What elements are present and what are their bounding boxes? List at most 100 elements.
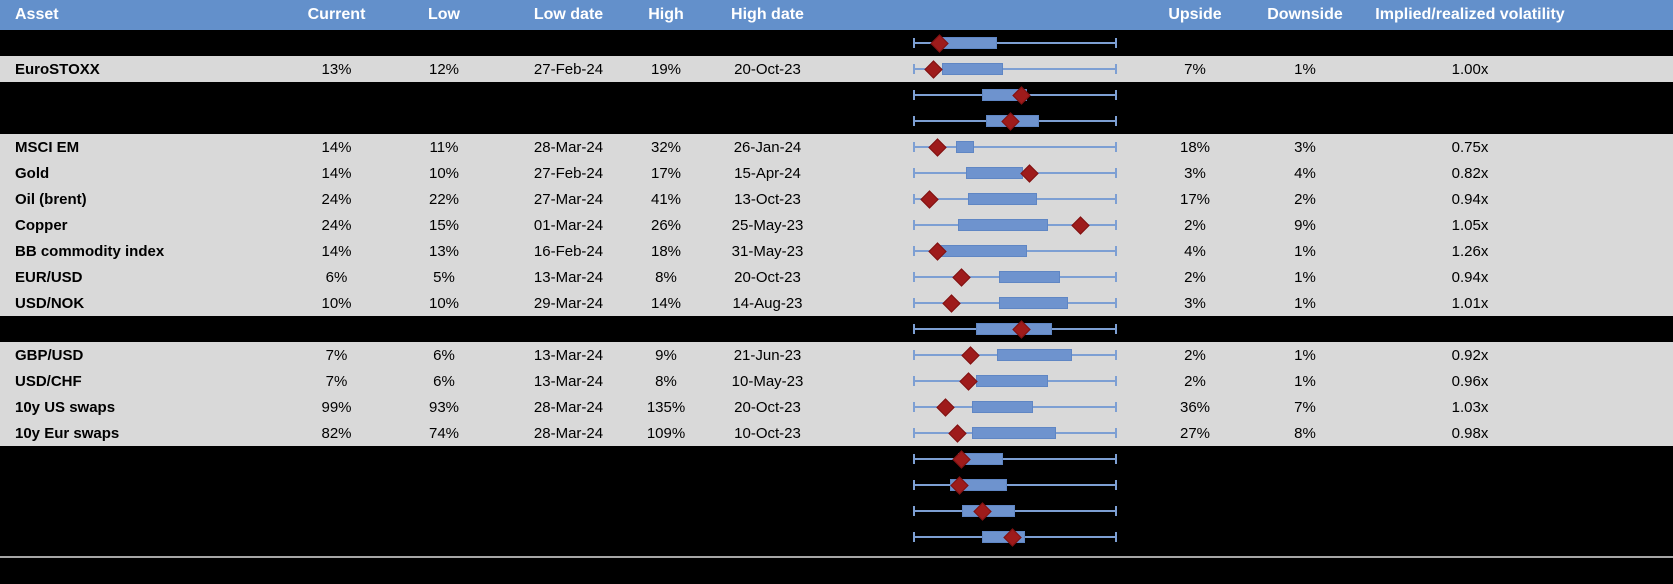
boxplot-left-cap bbox=[913, 246, 915, 256]
boxplot-diamond-marker bbox=[948, 423, 968, 443]
boxplot-left-cap bbox=[913, 90, 915, 100]
asset-name: 10y US swaps bbox=[15, 398, 116, 416]
asset-name: EUR/USD bbox=[15, 268, 83, 286]
asset-name: BB commodity index bbox=[15, 242, 165, 260]
boxplot-left-cap bbox=[913, 532, 915, 542]
range-boxplot bbox=[835, 394, 1135, 420]
high-date-value: 26-Jan-24 bbox=[733, 138, 802, 156]
high-value: 17% bbox=[650, 164, 682, 182]
upside-value: 2% bbox=[1184, 372, 1206, 390]
implied-realized-vol-value: 1.01x bbox=[1451, 294, 1489, 312]
boxplot-diamond-marker bbox=[1071, 215, 1090, 235]
low-value: 13% bbox=[428, 242, 460, 260]
boxplot-left-cap bbox=[913, 298, 915, 308]
boxplot-right-cap bbox=[1115, 194, 1117, 204]
range-boxplot bbox=[835, 290, 1135, 316]
low-value: 6% bbox=[433, 346, 455, 364]
current-value: 14% bbox=[321, 242, 352, 260]
upside-value: 3% bbox=[1184, 294, 1206, 312]
high-date-value: 31-May-23 bbox=[731, 242, 804, 260]
table-body: EuroSTOXX 13% 12% 27-Feb-24 19% 20-Oct-2… bbox=[0, 30, 1673, 550]
table-row bbox=[0, 524, 1673, 550]
upside-value: 18% bbox=[1179, 138, 1211, 156]
boxplot-diamond-marker bbox=[920, 189, 939, 209]
boxplot-box bbox=[941, 63, 1003, 75]
high-value: 8% bbox=[655, 372, 677, 390]
boxplot-right-cap bbox=[1115, 298, 1117, 308]
boxplot-diamond-marker bbox=[936, 397, 955, 417]
downside-value: 4% bbox=[1294, 164, 1316, 182]
range-boxplot bbox=[835, 30, 1135, 56]
implied-realized-vol-value: 1.03x bbox=[1451, 398, 1489, 416]
implied-realized-vol-value: 0.94x bbox=[1451, 268, 1489, 286]
table-row: Gold 14% 10% 27-Feb-24 17% 15-Apr-24 3% … bbox=[0, 160, 1673, 186]
current-value: 10% bbox=[321, 294, 352, 312]
implied-realized-vol-value: 0.96x bbox=[1451, 372, 1489, 390]
boxplot-left-cap bbox=[913, 454, 915, 464]
range-boxplot bbox=[835, 420, 1135, 446]
downside-value: 9% bbox=[1294, 216, 1316, 234]
low-value: 10% bbox=[428, 294, 460, 312]
boxplot-whisker-line bbox=[913, 458, 1117, 460]
range-boxplot bbox=[835, 368, 1135, 394]
downside-value: 7% bbox=[1294, 398, 1316, 416]
asset-name: MSCI EM bbox=[15, 138, 80, 156]
low-date-value: 27-Mar-24 bbox=[533, 190, 604, 208]
upside-value: 36% bbox=[1179, 398, 1211, 416]
boxplot-right-cap bbox=[1115, 220, 1117, 230]
implied-realized-vol-value: 1.26x bbox=[1451, 242, 1489, 260]
boxplot-left-cap bbox=[913, 64, 915, 74]
low-date-value: 01-Mar-24 bbox=[533, 216, 604, 234]
table-row: USD/NOK 10% 10% 29-Mar-24 14% 14-Aug-23 … bbox=[0, 290, 1673, 316]
range-boxplot bbox=[835, 212, 1135, 238]
boxplot-left-cap bbox=[913, 324, 915, 334]
header-current: Current bbox=[307, 6, 366, 23]
boxplot-left-cap bbox=[913, 376, 915, 386]
low-value: 22% bbox=[428, 190, 460, 208]
current-value: 7% bbox=[325, 346, 348, 364]
asset-name: GBP/USD bbox=[15, 346, 84, 364]
upside-value: 27% bbox=[1179, 424, 1211, 442]
current-value: 24% bbox=[321, 190, 352, 208]
boxplot-left-cap bbox=[913, 272, 915, 282]
boxplot-right-cap bbox=[1115, 428, 1117, 438]
high-value: 19% bbox=[650, 60, 682, 78]
downside-value: 1% bbox=[1294, 268, 1316, 286]
range-boxplot bbox=[835, 498, 1135, 524]
boxplot-left-cap bbox=[913, 480, 915, 490]
asset-name: USD/NOK bbox=[15, 294, 85, 312]
table-row: GBP/USD 7% 6% 13-Mar-24 9% 21-Jun-23 2% … bbox=[0, 342, 1673, 368]
boxplot-left-cap bbox=[913, 142, 915, 152]
boxplot-right-cap bbox=[1115, 246, 1117, 256]
boxplot-diamond-marker bbox=[958, 371, 978, 391]
boxplot-whisker-line bbox=[913, 68, 1117, 70]
low-date-value: 28-Mar-24 bbox=[533, 398, 604, 416]
high-date-value: 15-Apr-24 bbox=[734, 164, 801, 182]
boxplot-box bbox=[976, 375, 1048, 387]
table-header: Asset Current Low Low date High High dat… bbox=[0, 0, 1673, 30]
table-row: Oil (brent) 24% 22% 27-Mar-24 41% 13-Oct… bbox=[0, 186, 1673, 212]
table-row bbox=[0, 472, 1673, 498]
boxplot-right-cap bbox=[1115, 272, 1117, 282]
low-value: 93% bbox=[428, 398, 460, 416]
high-value: 18% bbox=[650, 242, 682, 260]
downside-value: 2% bbox=[1294, 190, 1316, 208]
header-upside: Upside bbox=[1168, 6, 1222, 23]
boxplot-left-cap bbox=[913, 402, 915, 412]
table-row bbox=[0, 108, 1673, 134]
boxplot-left-cap bbox=[913, 428, 915, 438]
high-date-value: 20-Oct-23 bbox=[734, 268, 801, 286]
range-boxplot bbox=[835, 82, 1135, 108]
boxplot-left-cap bbox=[913, 220, 915, 230]
boxplot-right-cap bbox=[1115, 168, 1117, 178]
table-row: 10y US swaps 99% 93% 28-Mar-24 135% 20-O… bbox=[0, 394, 1673, 420]
current-value: 13% bbox=[321, 60, 352, 78]
table-row: EUR/USD 6% 5% 13-Mar-24 8% 20-Oct-23 2% … bbox=[0, 264, 1673, 290]
upside-value: 17% bbox=[1179, 190, 1211, 208]
boxplot-diamond-marker bbox=[960, 345, 980, 365]
boxplot-box bbox=[939, 245, 1028, 257]
implied-realized-vol-value: 1.00x bbox=[1451, 60, 1489, 78]
boxplot-left-cap bbox=[913, 350, 915, 360]
boxplot-right-cap bbox=[1115, 90, 1117, 100]
boxplot-right-cap bbox=[1115, 506, 1117, 516]
